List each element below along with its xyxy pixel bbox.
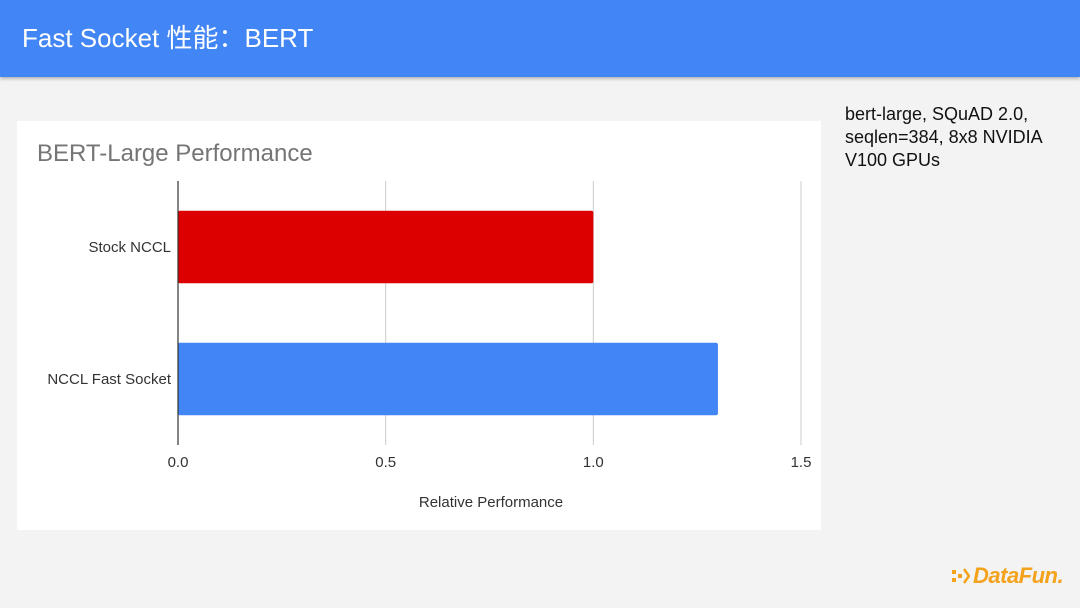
x-tick-label: 0.0: [168, 454, 189, 471]
header-bar: Fast Socket 性能：BERT: [0, 0, 1080, 77]
x-tick-label: 1.5: [791, 454, 812, 471]
side-note: bert-large, SQuAD 2.0, seqlen=384, 8x8 N…: [845, 104, 1042, 170]
category-label: NCCL Fast Socket: [47, 371, 171, 388]
logo-text: DataFun.: [973, 563, 1064, 588]
bar: [178, 342, 718, 416]
x-axis-title: Relative Performance: [419, 494, 563, 511]
category-label: Stock NCCL: [88, 239, 171, 256]
slide-title: Fast Socket 性能：BERT: [22, 23, 314, 53]
logo-mark-icon: [952, 568, 970, 584]
x-tick-label: 1.0: [583, 454, 604, 471]
datafun-logo: DataFun.: [952, 562, 1064, 590]
bar: [178, 210, 594, 284]
x-tick-label: 0.5: [375, 454, 396, 471]
bert-performance-chart: BERT-Large Performance 0.0 0.5 1.0 1.5 Stock…: [37, 140, 812, 511]
chart-title: BERT-Large Performance: [37, 140, 313, 167]
chart-card: BERT-Large Performance 0.0 0.5 1.0 1.5 Stock…: [17, 121, 821, 530]
